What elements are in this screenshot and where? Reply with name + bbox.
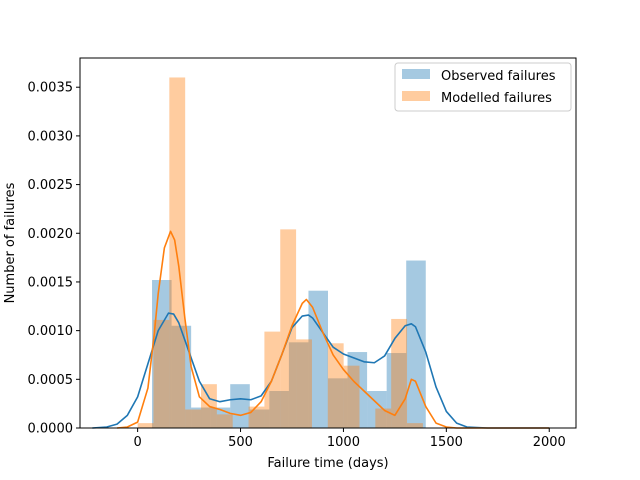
y-tick-label: 0.0010 (28, 324, 74, 339)
observed-bar (269, 391, 289, 428)
y-tick-label: 0.0030 (28, 129, 74, 144)
plot-area (80, 58, 576, 429)
y-axis-ticks: 0.0000 0.0005 0.0010 0.0015 0.0020 0.0025 0.00… (28, 81, 80, 437)
y-tick-label: 0.0035 (28, 81, 74, 96)
modelled-bar (248, 406, 265, 428)
observed-bar (210, 407, 231, 428)
modelled-bar (391, 318, 408, 428)
observed-bar (308, 290, 328, 428)
legend-label-modelled: Modelled failures (441, 91, 552, 106)
y-tick-label: 0.0005 (28, 373, 74, 388)
modelled-histogram (137, 77, 423, 428)
modelled-bar (216, 414, 233, 428)
observed-bar (367, 391, 387, 428)
x-tick-label: 1500 (430, 435, 463, 450)
modelled-bar (137, 423, 154, 428)
axes-background (80, 58, 576, 428)
y-tick-label: 0.0020 (28, 227, 74, 242)
observed-bar (288, 342, 309, 428)
modelled-bar (185, 409, 202, 428)
legend: Observed failures Modelled failures (394, 62, 572, 112)
observed-bar (171, 325, 192, 428)
x-tick-label: 500 (228, 435, 253, 450)
modelled-kde-line (116, 230, 550, 429)
observed-bar (406, 260, 426, 428)
x-tick-label: 2000 (533, 435, 566, 450)
modelled-bar (343, 365, 360, 428)
modelled-bar (327, 343, 344, 428)
x-axis-label: Failure time (days) (267, 456, 388, 471)
observed-bar (230, 384, 250, 428)
modelled-bar (296, 339, 312, 428)
observed-histogram (152, 260, 426, 428)
modelled-bar (375, 408, 392, 428)
legend-box (394, 62, 572, 112)
modelled-bar (153, 319, 170, 428)
modelled-bar (280, 229, 297, 428)
y-tick-label: 0.0025 (28, 178, 74, 193)
legend-swatch-modelled (402, 91, 430, 101)
y-tick-label: 0.0015 (28, 275, 74, 290)
observed-bar (386, 353, 407, 428)
legend-swatch-observed (402, 69, 430, 79)
legend-label-observed: Observed failures (441, 69, 556, 84)
x-tick-label: 1000 (327, 435, 360, 450)
x-axis-ticks: 0 500 1000 1500 2000 (133, 428, 566, 450)
axes-frame (79, 57, 577, 429)
observed-bar (191, 407, 211, 428)
observed-kde-line (92, 312, 550, 429)
observed-bar (328, 378, 348, 428)
kde-curves (92, 230, 550, 429)
modelled-bar (407, 423, 423, 428)
observed-bar (347, 352, 368, 428)
y-tick-label: 0.0000 (28, 422, 74, 437)
x-tick-label: 0 (133, 435, 141, 450)
y-axis-label: Number of failures (3, 182, 18, 303)
observed-bar (249, 409, 270, 428)
